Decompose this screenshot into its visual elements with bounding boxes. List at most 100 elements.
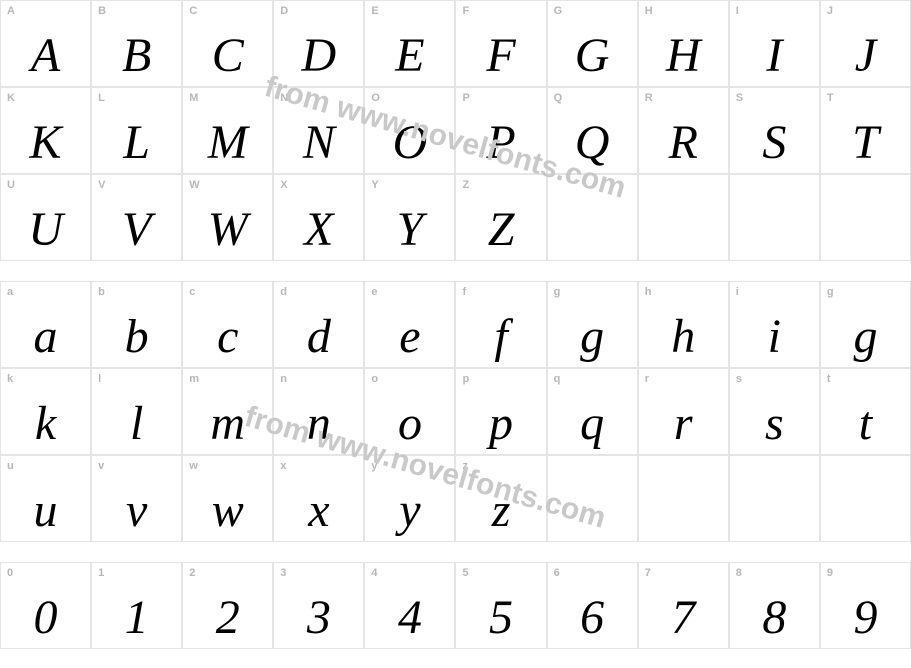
glyph-character: V bbox=[92, 206, 181, 254]
spacer-cell bbox=[729, 542, 820, 562]
glyph-character: X bbox=[274, 206, 363, 254]
glyph-cell: RR bbox=[638, 87, 729, 174]
key-label: Q bbox=[554, 92, 563, 104]
key-label: 3 bbox=[280, 567, 286, 579]
glyph-cell: cc bbox=[182, 281, 273, 368]
spacer-cell bbox=[729, 261, 820, 281]
spacer-cell bbox=[455, 261, 546, 281]
spacer-cell bbox=[638, 542, 729, 562]
glyph-character: I bbox=[730, 32, 819, 80]
spacer-cell bbox=[638, 261, 729, 281]
key-label: q bbox=[554, 373, 561, 385]
glyph-cell: AA bbox=[0, 0, 91, 87]
glyph-cell: gg bbox=[820, 281, 911, 368]
glyph-cell: GG bbox=[547, 0, 638, 87]
key-label: z bbox=[462, 460, 468, 472]
glyph-character: f bbox=[456, 313, 545, 361]
glyph-character: D bbox=[274, 32, 363, 80]
glyph-cell: MM bbox=[182, 87, 273, 174]
glyph-cell: ee bbox=[364, 281, 455, 368]
key-label: m bbox=[189, 373, 199, 385]
glyph-cell: II bbox=[729, 0, 820, 87]
key-label: e bbox=[371, 286, 377, 298]
key-label: x bbox=[280, 460, 286, 472]
glyph-cell: JJ bbox=[820, 0, 911, 87]
glyph-cell: FF bbox=[455, 0, 546, 87]
spacer-cell bbox=[273, 261, 364, 281]
glyph-character: C bbox=[183, 32, 272, 80]
spacer-cell bbox=[364, 542, 455, 562]
key-label: u bbox=[7, 460, 14, 472]
glyph-character: x bbox=[274, 487, 363, 535]
glyph-character: 3 bbox=[274, 594, 363, 642]
glyph-character: P bbox=[456, 119, 545, 167]
glyph-cell: YY bbox=[364, 174, 455, 261]
key-label: 8 bbox=[736, 567, 742, 579]
glyph-cell: UU bbox=[0, 174, 91, 261]
glyph-character: v bbox=[92, 487, 181, 535]
glyph-cell: 99 bbox=[820, 562, 911, 649]
glyph-character: H bbox=[639, 32, 728, 80]
glyph-cell: uu bbox=[0, 455, 91, 542]
glyph-cell: xx bbox=[273, 455, 364, 542]
glyph-cell: 66 bbox=[547, 562, 638, 649]
glyph-character: p bbox=[456, 400, 545, 448]
glyph-cell: TT bbox=[820, 87, 911, 174]
key-label: F bbox=[462, 5, 469, 17]
character-map-grid: AABBCCDDEEFFGGHHIIJJKKLLMMNNOOPPQQRRSSTT… bbox=[0, 0, 911, 649]
glyph-cell: vv bbox=[91, 455, 182, 542]
glyph-cell: DD bbox=[273, 0, 364, 87]
spacer-cell bbox=[273, 542, 364, 562]
glyph-character: Z bbox=[456, 206, 545, 254]
glyph-character: Y bbox=[365, 206, 454, 254]
spacer-cell bbox=[91, 261, 182, 281]
glyph-cell: ff bbox=[455, 281, 546, 368]
glyph-cell: yy bbox=[364, 455, 455, 542]
glyph-character: n bbox=[274, 400, 363, 448]
key-label: 2 bbox=[189, 567, 195, 579]
glyph-character: W bbox=[183, 206, 272, 254]
spacer-cell bbox=[182, 542, 273, 562]
key-label: T bbox=[827, 92, 834, 104]
glyph-character: 5 bbox=[456, 594, 545, 642]
key-label: A bbox=[7, 5, 15, 17]
glyph-character: g bbox=[548, 313, 637, 361]
key-label: Y bbox=[371, 179, 378, 191]
glyph-cell: EE bbox=[364, 0, 455, 87]
key-label: N bbox=[280, 92, 288, 104]
glyph-character: q bbox=[548, 400, 637, 448]
key-label: l bbox=[98, 373, 101, 385]
glyph-character: E bbox=[365, 32, 454, 80]
glyph-cell: ZZ bbox=[455, 174, 546, 261]
glyph-character: T bbox=[821, 119, 910, 167]
key-label: 4 bbox=[371, 567, 377, 579]
key-label: i bbox=[736, 286, 739, 298]
key-label: y bbox=[371, 460, 377, 472]
glyph-cell: aa bbox=[0, 281, 91, 368]
glyph-character: F bbox=[456, 32, 545, 80]
glyph-character: m bbox=[183, 400, 272, 448]
glyph-cell: KK bbox=[0, 87, 91, 174]
glyph-cell: 44 bbox=[364, 562, 455, 649]
glyph-cell: 11 bbox=[91, 562, 182, 649]
glyph-cell: XX bbox=[273, 174, 364, 261]
glyph-cell: ii bbox=[729, 281, 820, 368]
glyph-cell: qq bbox=[547, 368, 638, 455]
glyph-cell bbox=[729, 455, 820, 542]
key-label: C bbox=[189, 5, 197, 17]
key-label: P bbox=[462, 92, 469, 104]
spacer-cell bbox=[820, 261, 911, 281]
glyph-character: g bbox=[821, 313, 910, 361]
key-label: O bbox=[371, 92, 380, 104]
glyph-character: d bbox=[274, 313, 363, 361]
key-label: M bbox=[189, 92, 198, 104]
glyph-cell: HH bbox=[638, 0, 729, 87]
glyph-cell: PP bbox=[455, 87, 546, 174]
key-label: R bbox=[645, 92, 653, 104]
key-label: 9 bbox=[827, 567, 833, 579]
glyph-cell: bb bbox=[91, 281, 182, 368]
glyph-character: 2 bbox=[183, 594, 272, 642]
glyph-character: i bbox=[730, 313, 819, 361]
glyph-cell: VV bbox=[91, 174, 182, 261]
key-label: G bbox=[554, 5, 563, 17]
